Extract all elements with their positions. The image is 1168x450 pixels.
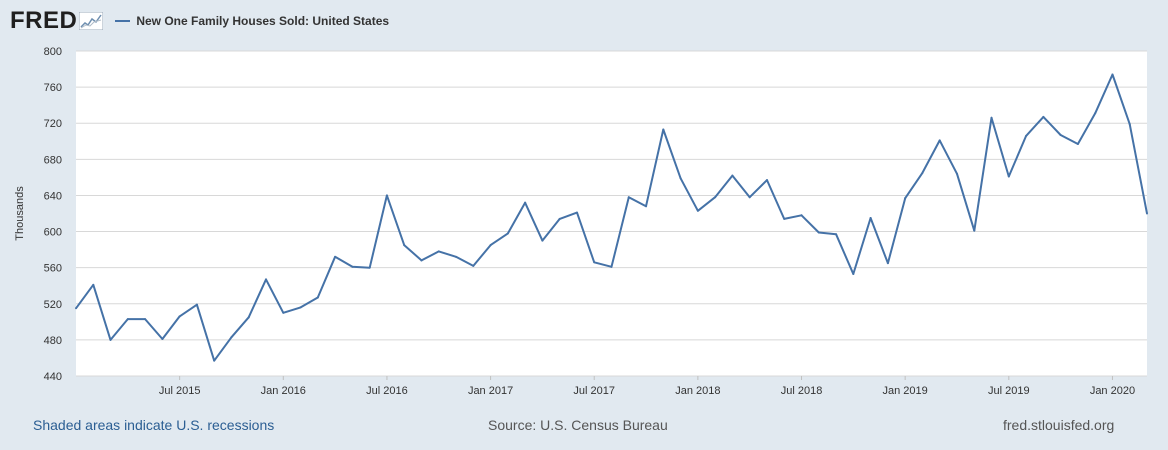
data-point — [904, 197, 907, 200]
plot-area — [76, 51, 1147, 376]
data-point — [973, 229, 976, 232]
data-point — [161, 337, 164, 340]
data-point — [938, 139, 941, 142]
data-point — [265, 278, 268, 281]
source-credit: Source: U.S. Census Bureau — [488, 417, 668, 433]
recession-note-link[interactable]: Shaded areas indicate U.S. recessions — [33, 417, 275, 433]
data-point — [800, 214, 803, 217]
y-tick-label: 560 — [44, 263, 62, 275]
data-point — [1146, 212, 1148, 215]
x-tick-label: Jul 2015 — [159, 385, 201, 397]
y-tick-label: 680 — [44, 154, 62, 166]
data-point — [455, 255, 458, 258]
data-point — [316, 296, 319, 299]
y-tick-label: 760 — [44, 82, 62, 94]
data-point — [955, 172, 958, 175]
data-point — [558, 217, 561, 220]
header: FRED New One Family Houses Sold: United … — [10, 6, 389, 36]
data-point — [420, 259, 423, 262]
data-point — [403, 244, 406, 247]
data-point — [1128, 123, 1131, 126]
data-point — [662, 128, 665, 131]
y-tick-label: 480 — [44, 335, 62, 347]
x-tick-label: Jan 2017 — [468, 385, 513, 397]
y-axis-title: Thousands — [14, 186, 26, 241]
data-point — [852, 272, 855, 275]
data-point — [299, 306, 302, 309]
y-tick-label: 440 — [44, 371, 62, 383]
x-tick-label: Jul 2016 — [366, 385, 408, 397]
data-point — [765, 179, 768, 182]
data-point — [627, 196, 630, 199]
x-tick-label: Jul 2018 — [781, 385, 823, 397]
data-point — [230, 336, 233, 339]
data-point — [593, 261, 596, 264]
data-point — [886, 262, 889, 265]
x-tick-label: Jan 2016 — [261, 385, 306, 397]
data-point — [472, 264, 475, 267]
data-point — [368, 266, 371, 269]
data-point — [506, 232, 509, 235]
data-point — [1094, 112, 1097, 115]
data-point — [213, 359, 216, 362]
data-point — [645, 205, 648, 208]
data-point — [92, 283, 95, 286]
data-point — [282, 311, 285, 314]
y-tick-label: 720 — [44, 118, 62, 130]
data-point — [351, 265, 354, 268]
data-point — [178, 315, 181, 318]
data-point — [869, 217, 872, 220]
data-point — [524, 201, 527, 204]
data-point — [1076, 142, 1079, 145]
data-point — [437, 250, 440, 253]
x-tick-label: Jul 2019 — [988, 385, 1030, 397]
data-point — [714, 196, 717, 199]
x-tick-label: Jan 2020 — [1090, 385, 1135, 397]
data-point — [748, 196, 751, 199]
data-point — [731, 174, 734, 177]
data-point — [1111, 73, 1114, 76]
chart-legend[interactable]: New One Family Houses Sold: United State… — [115, 14, 389, 28]
data-point — [195, 303, 198, 306]
y-tick-label: 520 — [44, 299, 62, 311]
legend-line-swatch — [115, 20, 131, 22]
data-point — [817, 231, 820, 234]
x-tick-label: Jan 2019 — [883, 385, 928, 397]
data-point — [541, 239, 544, 242]
data-point — [1025, 134, 1028, 137]
data-point — [921, 171, 924, 174]
fred-logo[interactable]: FRED — [10, 7, 78, 34]
y-tick-label: 640 — [44, 190, 62, 202]
data-point — [75, 307, 77, 310]
data-point — [835, 233, 838, 236]
data-point — [783, 217, 786, 220]
data-point — [334, 255, 337, 258]
y-tick-label: 800 — [44, 46, 62, 58]
data-point — [247, 316, 250, 319]
data-point — [1007, 175, 1010, 178]
data-point — [990, 116, 993, 119]
fred-logo-chart-icon — [79, 12, 104, 30]
data-point — [696, 209, 699, 212]
data-point — [575, 211, 578, 214]
data-point — [679, 177, 682, 180]
data-point — [489, 244, 492, 247]
data-point — [126, 318, 129, 321]
data-point — [1042, 115, 1045, 118]
y-tick-label: 600 — [44, 227, 62, 239]
x-tick-label: Jul 2017 — [573, 385, 615, 397]
site-link[interactable]: fred.stlouisfed.org — [1003, 417, 1115, 433]
x-tick-label: Jan 2018 — [675, 385, 720, 397]
data-point — [109, 338, 112, 341]
legend-label: New One Family Houses Sold: United State… — [136, 14, 390, 28]
data-point — [144, 318, 147, 321]
data-point — [385, 194, 388, 197]
data-point — [610, 265, 613, 268]
data-point — [1059, 133, 1062, 136]
